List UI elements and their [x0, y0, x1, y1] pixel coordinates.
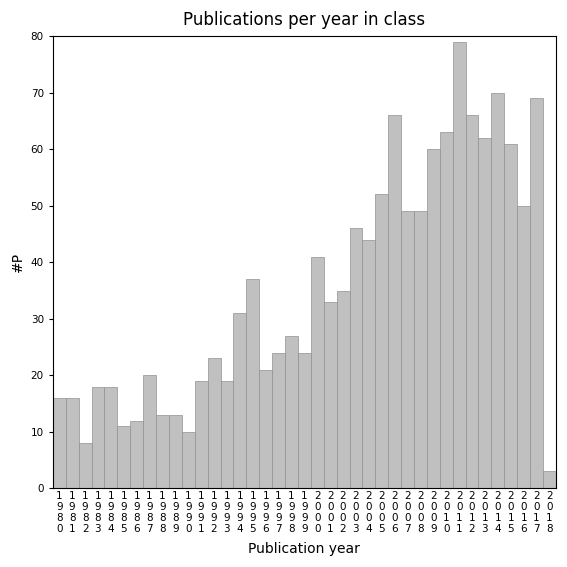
Bar	[143, 375, 156, 488]
Bar	[298, 353, 311, 488]
Bar	[324, 302, 337, 488]
X-axis label: Publication year: Publication year	[248, 542, 360, 556]
Bar	[337, 290, 349, 488]
Bar	[414, 211, 427, 488]
Bar	[234, 313, 246, 488]
Y-axis label: #P: #P	[11, 252, 25, 272]
Bar	[427, 149, 440, 488]
Bar	[156, 415, 169, 488]
Bar	[246, 280, 259, 488]
Bar	[53, 398, 66, 488]
Bar	[104, 387, 117, 488]
Bar	[530, 99, 543, 488]
Bar	[169, 415, 182, 488]
Bar	[272, 353, 285, 488]
Bar	[130, 421, 143, 488]
Bar	[375, 194, 388, 488]
Bar	[543, 471, 556, 488]
Bar	[440, 132, 452, 488]
Bar	[479, 138, 492, 488]
Bar	[466, 115, 479, 488]
Bar	[208, 358, 221, 488]
Bar	[66, 398, 79, 488]
Bar	[401, 211, 414, 488]
Bar	[117, 426, 130, 488]
Bar	[79, 443, 91, 488]
Bar	[221, 381, 234, 488]
Bar	[452, 42, 466, 488]
Bar	[91, 387, 104, 488]
Bar	[362, 240, 375, 488]
Bar	[492, 93, 504, 488]
Bar	[182, 432, 194, 488]
Bar	[194, 381, 208, 488]
Bar	[259, 370, 272, 488]
Bar	[285, 336, 298, 488]
Title: Publications per year in class: Publications per year in class	[183, 11, 425, 29]
Bar	[349, 229, 362, 488]
Bar	[517, 206, 530, 488]
Bar	[504, 143, 517, 488]
Bar	[311, 257, 324, 488]
Bar	[388, 115, 401, 488]
